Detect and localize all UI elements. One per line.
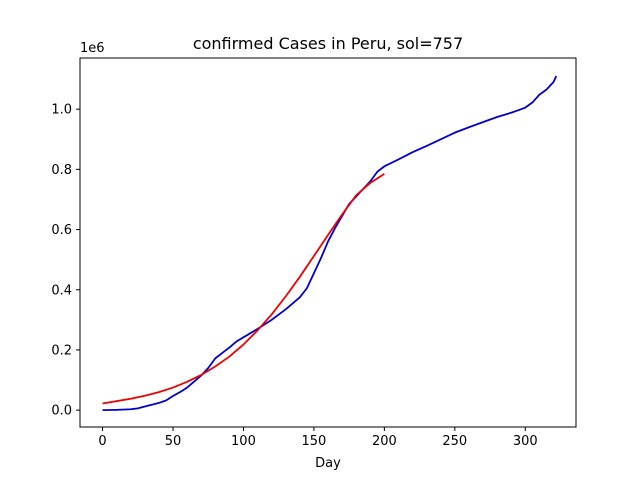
plot-frame [79,57,577,428]
y-offset-label: 1e6 [80,41,105,56]
y-tick-label: 0.4 [51,283,72,298]
plot-area [102,75,558,412]
y-tick-label: 0.8 [51,163,72,178]
y-tick-label: 0.0 [51,404,72,419]
x-tick-label: 300 [513,434,538,449]
chart-title: confirmed Cases in Peru, sol=757 [193,34,463,53]
series-line-1 [102,173,385,405]
x-tick-label: 250 [442,434,467,449]
x-tick-label: 50 [165,434,182,449]
x-tick-label: 200 [372,434,397,449]
y-tick-label: 0.6 [51,223,72,238]
series-line-0 [102,75,558,412]
x-tick-label: 0 [98,434,106,449]
x-tick-label: 150 [301,434,326,449]
x-axis-label: Day [315,456,341,471]
y-tick-label: 1.0 [51,103,72,118]
x-tick-label: 100 [231,434,256,449]
y-tick-label: 0.2 [51,343,72,358]
